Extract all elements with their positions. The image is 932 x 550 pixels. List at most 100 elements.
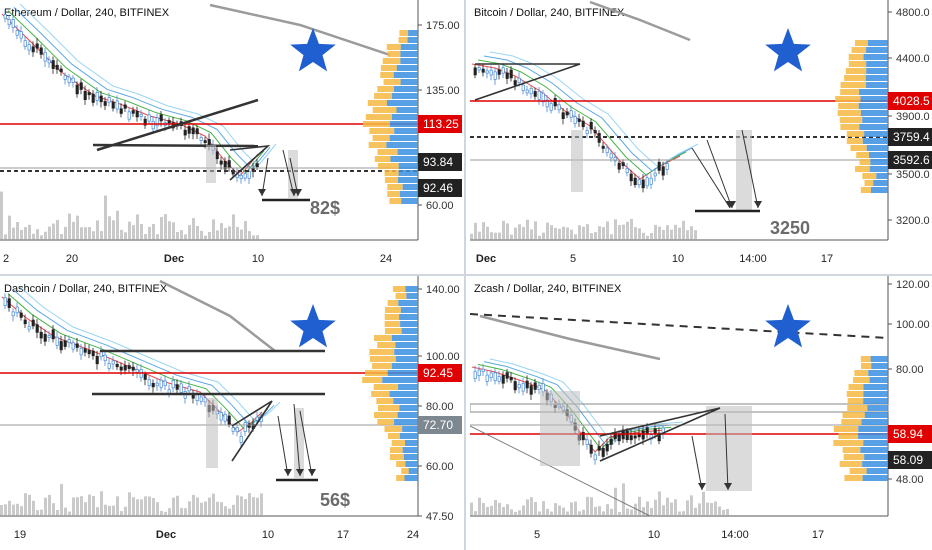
candle-body: [609, 438, 613, 445]
trend-line: [470, 425, 651, 517]
candle-body: [657, 432, 661, 442]
candle-body: [227, 160, 231, 169]
volume-bar: [650, 233, 653, 240]
volume-bar: [128, 492, 131, 516]
volume-profile-buy: [398, 300, 418, 306]
volume-profile-sell: [362, 121, 390, 127]
volume-bar: [586, 224, 589, 240]
volume-profile-buy: [866, 468, 888, 474]
candle-body: [39, 331, 43, 339]
long-moving-average: [209, 3, 391, 57]
volume-bar: [244, 220, 247, 240]
volume-bar: [212, 493, 215, 516]
volume-profile-buy: [864, 454, 888, 460]
volume-bar: [542, 501, 545, 516]
volume-profile-buy: [405, 440, 418, 446]
volume-bar: [522, 505, 525, 516]
candle-body: [139, 113, 143, 117]
volume-profile-buy: [858, 426, 888, 432]
volume-bar: [538, 511, 541, 516]
price-chart-svg: 120.00 100.00 80.00 48.00 5 10 14:00 17 58.94 58.…: [470, 276, 932, 541]
volume-bar: [224, 228, 227, 240]
candle-body: [163, 380, 167, 386]
volume-profile-sell: [387, 51, 401, 57]
volume-bar: [558, 228, 561, 240]
candle-body: [187, 386, 191, 392]
volume-profile-sell: [384, 307, 401, 313]
zcash-chart-panel[interactable]: Zcash / Dollar, 240, BITFINEX 120.00 100.…: [470, 276, 932, 550]
candle-body: [51, 329, 55, 340]
candle-body: [103, 101, 107, 106]
volume-profile-sell: [395, 293, 407, 299]
chart-title: Zcash / Dollar, 240, BITFINEX: [474, 283, 622, 295]
volume-bar: [152, 223, 155, 240]
projection-arrow: [691, 435, 703, 491]
candle-body: [665, 163, 669, 170]
candle-body: [119, 366, 123, 371]
volume-profile-sell: [380, 65, 397, 71]
volume-bar: [622, 483, 625, 516]
candle-body: [597, 446, 601, 451]
volume-bar: [638, 228, 641, 240]
price-label-box: [888, 128, 932, 146]
volume-bar: [594, 506, 597, 516]
candle-body: [247, 423, 251, 428]
volume-bar: [52, 503, 55, 516]
x-tick-label: 10: [252, 253, 264, 265]
star-icon: [290, 28, 336, 72]
moving-average-line: [1, 13, 259, 177]
x-tick-label: 5: [570, 253, 576, 265]
volume-bar: [526, 219, 529, 240]
volume-profile-sell: [369, 356, 396, 362]
volume-profile-buy: [861, 419, 888, 425]
volume-profile-buy: [858, 103, 888, 109]
wedge-pattern: [231, 400, 273, 462]
volume-profile-sell: [837, 110, 861, 116]
volume-profile-sell: [387, 184, 403, 190]
volume-bar: [76, 215, 79, 240]
volume-bar: [244, 499, 247, 516]
volume-bar: [562, 226, 565, 240]
volume-bar: [662, 505, 665, 516]
volume-bar: [116, 496, 119, 516]
y-tick-label: 100.00: [896, 319, 930, 331]
volume-profile-buy: [398, 177, 418, 183]
volume-profile-buy: [869, 152, 888, 158]
candle-body: [43, 334, 47, 342]
bitcoin-chart-panel[interactable]: Bitcoin / Dollar, 240, BITFINEX 4800.0 44…: [470, 0, 932, 274]
volume-bar: [710, 503, 713, 516]
volume-profile-sell: [373, 412, 398, 418]
volume-profile-buy: [870, 356, 888, 362]
volume-profile-sell: [374, 156, 391, 162]
volume-profile-buy: [400, 321, 418, 327]
volume-profile-buy: [400, 79, 418, 85]
chart-title: Bitcoin / Dollar, 240, BITFINEX: [474, 7, 625, 19]
candle-body: [59, 68, 63, 73]
volume-bar: [36, 229, 39, 240]
candle-body: [561, 112, 565, 120]
candle-body: [537, 90, 541, 100]
moving-average-line: [7, 293, 269, 430]
dashcoin-chart-panel[interactable]: Dashcoin / Dollar, 240, BITFINEX 140.00 1…: [0, 276, 462, 550]
ethereum-chart-panel[interactable]: Ethereum / Dollar, 240, BITFINEX 175.00 1…: [0, 0, 462, 274]
volume-profile-buy: [858, 433, 888, 439]
candle-body: [199, 137, 203, 141]
candle-body: [27, 326, 31, 330]
candle-body: [3, 14, 7, 19]
volume-bar: [108, 505, 111, 516]
volume-profile-sell: [390, 447, 403, 453]
candle-body: [75, 84, 79, 95]
volume-profile-sell: [846, 391, 864, 397]
volume-bar: [670, 502, 673, 516]
candle-body: [135, 369, 139, 373]
volume-profile-buy: [401, 328, 418, 334]
volume-profile-sell: [848, 61, 867, 67]
candle-body: [533, 382, 537, 390]
volume-profile-sell: [848, 384, 864, 390]
candle-body: [179, 383, 183, 393]
volume-bar: [48, 494, 51, 516]
candle-body: [147, 379, 151, 386]
volume-bar: [690, 495, 693, 516]
volume-bar: [188, 225, 191, 240]
candle-body: [59, 341, 63, 351]
